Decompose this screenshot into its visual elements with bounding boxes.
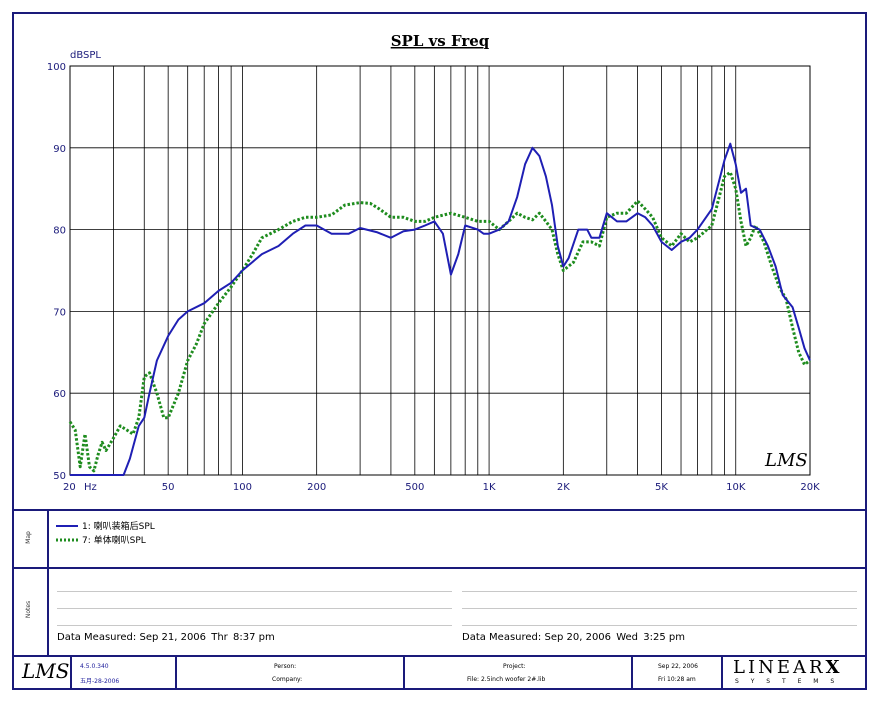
notes-line — [462, 591, 857, 592]
map-side-divider — [47, 509, 49, 569]
legend-label-1: 1: 喇叭装箱后SPL — [82, 522, 155, 532]
y-tick-label: 80 — [53, 226, 66, 237]
x-tick-label: 2K — [557, 482, 570, 493]
footer-person-cell: Person: Company: — [177, 655, 405, 690]
footer-project-label: Project: — [503, 663, 526, 670]
footer-brand-cell: LINEARX S Y S T E M S — [723, 655, 867, 690]
footer-project-cell: Project: File: 2.5inch woofer 2#.lib — [405, 655, 633, 690]
footer-company-label: Company: — [272, 676, 303, 683]
legend-label-7: 7: 单体喇叭SPL — [82, 536, 146, 546]
footer-brand-text: LINEAR — [733, 657, 826, 678]
series-line-1 — [70, 142, 811, 476]
footer-logo: LMS — [22, 659, 70, 683]
y-tick-label: 100 — [47, 62, 66, 73]
footer-logo-cell: LMS — [12, 655, 72, 690]
notes-section — [12, 567, 867, 657]
map-section — [12, 509, 867, 569]
footer-version: 4.5.0.340 — [80, 663, 109, 670]
series-layer — [68, 142, 811, 476]
notes-side-divider — [47, 567, 49, 657]
grid — [69, 65, 811, 476]
lms-watermark: LMS — [764, 450, 808, 471]
footer-person-label: Person: — [274, 663, 297, 670]
data-measured-right-label: Data Measured: — [462, 632, 542, 643]
y-axis-label: dBSPL — [70, 50, 101, 61]
x-tick-label: 10K — [726, 482, 746, 493]
x-tick-labels: 20 50 100 200 500 1K 2K 5K 10K 20K — [63, 482, 820, 493]
footer-bar: LMS 4.5.0.340 五月-28-2006 Person: Company… — [12, 655, 867, 690]
data-measured-right-date: Sep 20, 2006 — [544, 632, 612, 643]
footer-date-cell: Sep 22, 2006 Fri 10:28 am — [633, 655, 723, 690]
data-measured-left-day: Thr — [211, 632, 228, 643]
map-side-label: Map — [24, 531, 32, 544]
x-tick-label: 500 — [405, 482, 424, 493]
x-unit-label: Hz — [84, 482, 97, 493]
data-measured-left-date: Sep 21, 2006 — [139, 632, 207, 643]
data-measured-left-label: Data Measured: — [57, 632, 137, 643]
notes-line — [57, 591, 452, 592]
chart-title: SPL vs Freq — [391, 32, 490, 50]
y-tick-labels: 100 90 80 70 60 50 — [47, 62, 66, 482]
footer-brand-sub: S Y S T E M S — [735, 678, 840, 685]
x-tick-label: 100 — [233, 482, 252, 493]
x-tick-label: 5K — [655, 482, 668, 493]
data-measured-right: Data Measured: Sep 20, 2006 Wed 3:25 pm — [462, 632, 685, 643]
notes-line — [57, 625, 452, 626]
footer-time: Fri 10:28 am — [658, 676, 696, 683]
footer-brand-x: X — [825, 657, 843, 678]
data-measured-left: Data Measured: Sep 21, 2006 Thr 8:37 pm — [57, 632, 275, 643]
notes-line — [57, 608, 452, 609]
x-tick-label: 1K — [483, 482, 496, 493]
data-measured-left-time: 8:37 pm — [232, 632, 275, 643]
series-line-2 — [68, 170, 811, 473]
y-tick-label: 50 — [53, 471, 66, 482]
y-tick-label: 70 — [53, 307, 66, 318]
x-tick-label: 200 — [307, 482, 326, 493]
legend-item-7[interactable]: 7: 单体喇叭SPL — [56, 533, 146, 546]
footer-brand: LINEARX — [733, 657, 842, 678]
y-tick-label: 90 — [53, 144, 66, 155]
plot-border — [69, 65, 811, 476]
footer-file-label: File: 2.5inch woofer 2#.lib — [467, 676, 546, 683]
footer-date: Sep 22, 2006 — [658, 663, 698, 670]
y-tick-label: 60 — [53, 389, 66, 400]
report-frame — [12, 12, 867, 690]
notes-side-label: Notes — [25, 600, 33, 619]
notes-line — [462, 608, 857, 609]
x-tick-label: 50 — [162, 482, 175, 493]
legend-item-1[interactable]: 1: 喇叭装箱后SPL — [56, 519, 155, 532]
data-measured-right-time: 3:25 pm — [643, 632, 685, 643]
data-measured-right-day: Wed — [616, 632, 639, 643]
x-tick-label: 20 — [63, 482, 76, 493]
notes-line — [462, 625, 857, 626]
footer-version-date: 五月-28-2006 — [80, 678, 120, 685]
footer-version-cell: 4.5.0.340 五月-28-2006 — [72, 655, 177, 690]
x-tick-label: 20K — [800, 482, 820, 493]
